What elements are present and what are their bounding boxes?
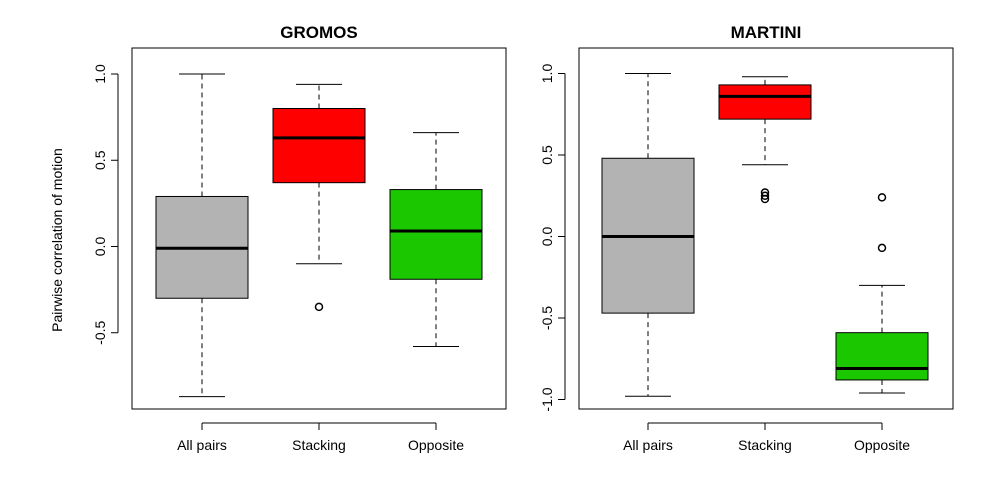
box-gromos-1 (272, 83, 366, 312)
plot-frame-gromos (131, 47, 507, 410)
y-tick-label-martini: -0.5 (539, 306, 555, 330)
y-tick-label-martini: -1.0 (539, 387, 555, 411)
iqr-box (272, 108, 366, 184)
y-tick-label-gromos: -0.5 (92, 320, 108, 344)
box-gromos-2 (389, 132, 483, 348)
x-tick-label-martini: Stacking (738, 437, 792, 453)
outlier-point (760, 191, 770, 200)
iqr-box (718, 84, 812, 120)
iqr-box (835, 332, 929, 381)
plot-frame-martini (578, 47, 954, 410)
y-tick-label-gromos: 1.0 (92, 64, 108, 84)
panel-gromos: GROMOS -0.5 0.0 0.5 1.0 All pairs Stacking Opp… (92, 23, 507, 453)
x-tick-label-gromos: All pairs (177, 437, 227, 453)
x-tick-label-gromos: Stacking (292, 437, 346, 453)
y-tick-label-martini: 1.0 (539, 64, 555, 84)
box-martini-2 (835, 193, 929, 394)
panel-title-martini: MARTINI (731, 23, 802, 42)
x-tick-label-martini: Opposite (854, 437, 910, 453)
panel-martini: MARTINI -1.0 -0.5 0.0 0.5 1.0 All pairs Stacki… (539, 23, 954, 453)
box-gromos-0 (155, 73, 249, 398)
y-tick-label-gromos: 0.0 (92, 237, 108, 257)
box-martini-1 (718, 76, 812, 204)
y-tick-label-gromos: 0.5 (92, 150, 108, 170)
y-tick-label-martini: 0.5 (539, 145, 555, 165)
y-axis-label: Pairwise correlation of motion (49, 148, 65, 332)
outlier-point (314, 302, 324, 312)
panel-title-gromos: GROMOS (280, 23, 357, 42)
x-tick-label-martini: All pairs (623, 437, 673, 453)
box-martini-0 (601, 73, 695, 397)
outlier-point (877, 193, 887, 202)
outlier-point (760, 194, 770, 204)
y-tick-label-martini: 0.0 (539, 227, 555, 247)
x-tick-label-gromos: Opposite (408, 437, 464, 453)
outlier-point (877, 243, 887, 253)
iqr-box (389, 189, 483, 280)
